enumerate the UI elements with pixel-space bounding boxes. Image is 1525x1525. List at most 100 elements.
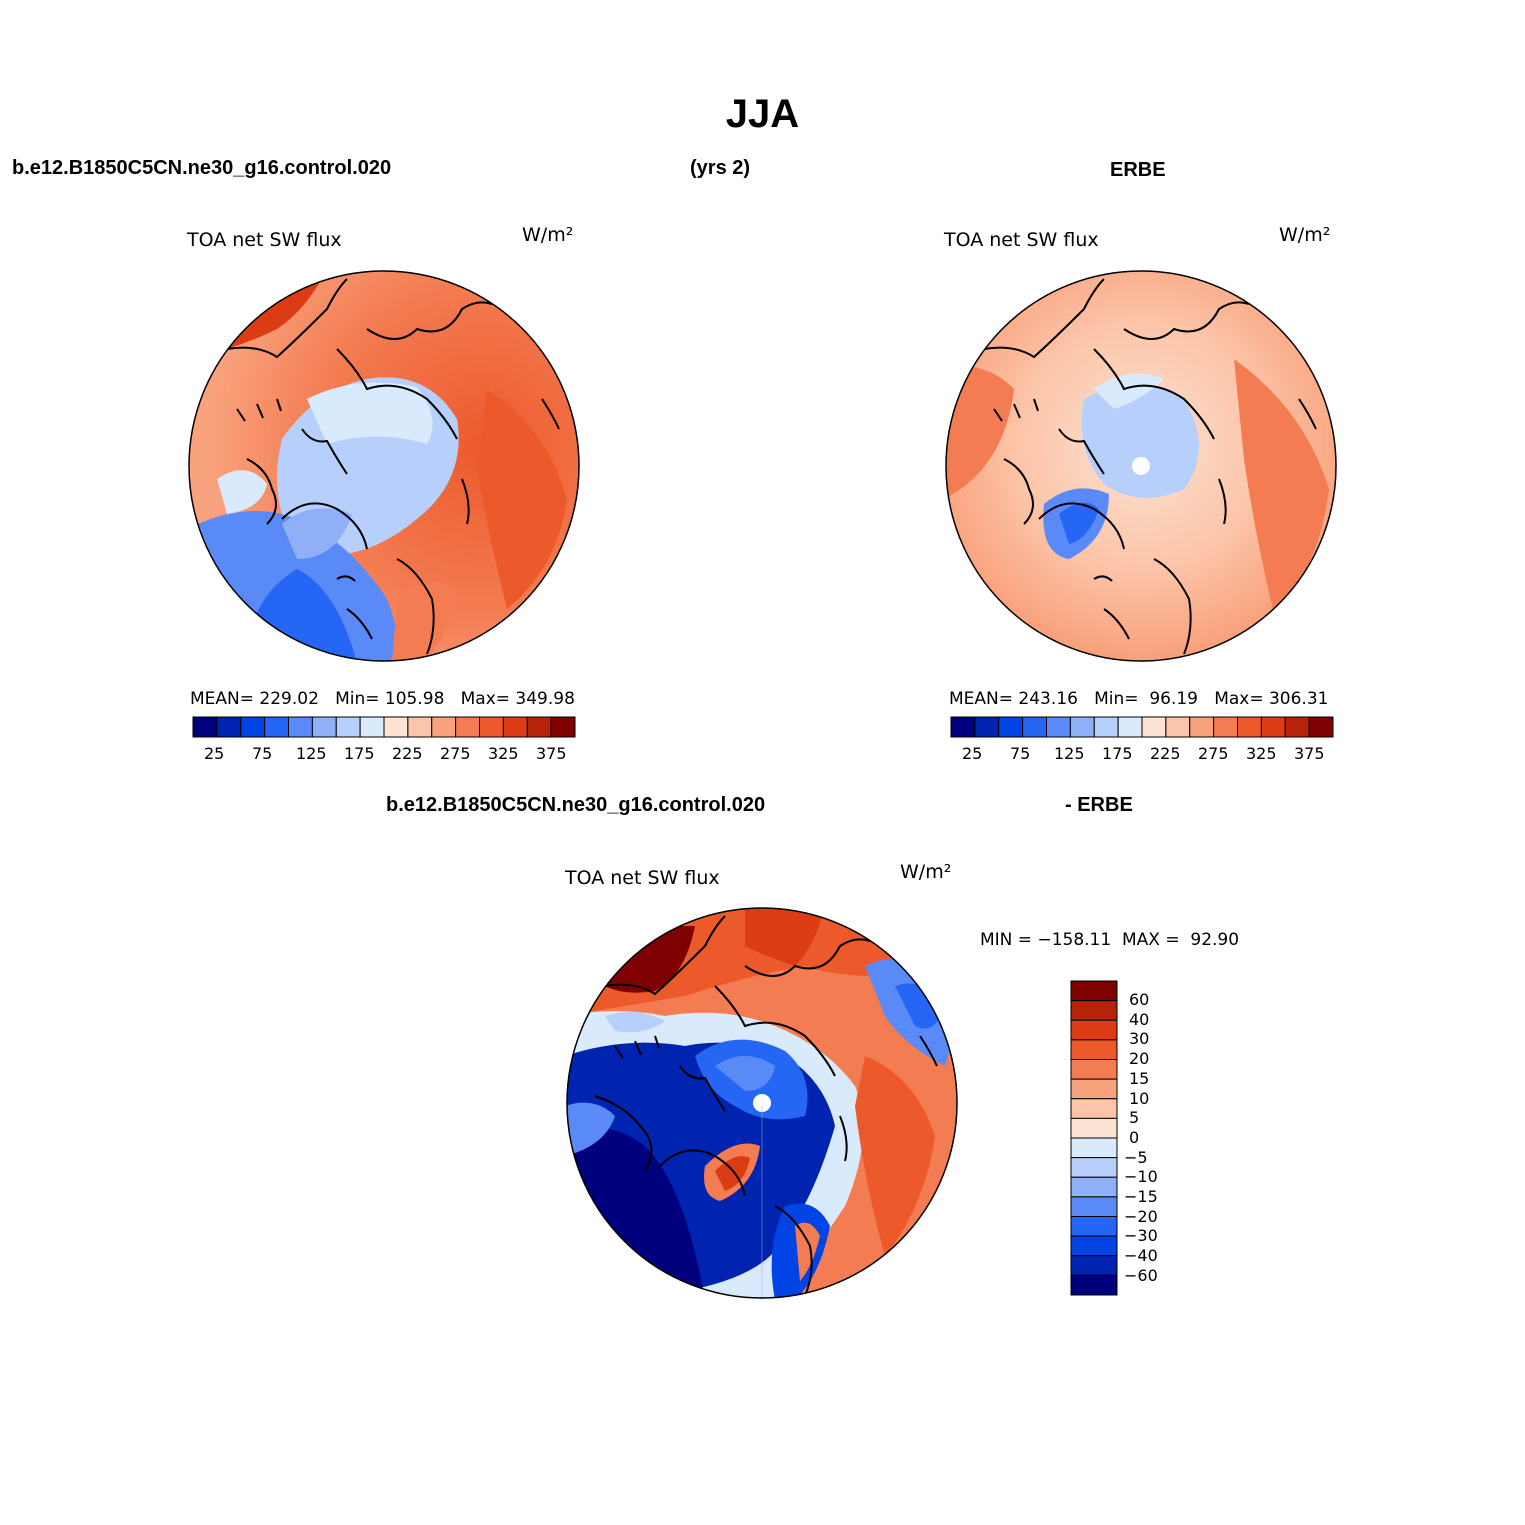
- colorbar-label: 25: [962, 744, 983, 763]
- colorbar-swatch: [216, 716, 242, 738]
- colorbar-swatch: [1070, 1235, 1118, 1257]
- colorbar-swatch: [455, 716, 480, 738]
- colorbar-swatch: [264, 716, 289, 738]
- colorbar-swatch: [407, 716, 433, 738]
- colorbar-swatch: [502, 716, 528, 738]
- colorbar-swatch: [1165, 716, 1191, 738]
- colorbar-swatch: [1070, 1078, 1118, 1100]
- obs-colorbar-labels: 25 75 125 175 225 275 325 375: [950, 744, 1334, 766]
- colorbar-label: 375: [536, 744, 567, 763]
- diff-variable-label: TOA net SW flux: [565, 867, 720, 889]
- colorbar-swatch: [1070, 1019, 1118, 1041]
- colorbar-swatch: [383, 716, 409, 738]
- colorbar-label: −10: [1124, 1167, 1158, 1186]
- colorbar-label: 0: [1129, 1128, 1140, 1147]
- colorbar-label: 75: [252, 744, 273, 763]
- colorbar-label: 125: [1054, 744, 1085, 763]
- colorbar-label: −15: [1124, 1187, 1158, 1206]
- colorbar-swatch: [998, 716, 1024, 738]
- colorbar-swatch: [1070, 1216, 1118, 1237]
- colorbar-swatch: [1069, 716, 1095, 738]
- colorbar-swatch: [359, 716, 385, 738]
- colorbar-label: 30: [1129, 1029, 1150, 1048]
- colorbar-swatch: [240, 716, 266, 738]
- colorbar-label: 225: [1150, 744, 1181, 763]
- colorbar-swatch: [1070, 1059, 1118, 1080]
- model-stats: MEAN= 229.02 Min= 105.98 Max= 349.98: [190, 689, 575, 709]
- colorbar-swatch: [1070, 980, 1118, 1002]
- colorbar-swatch: [1070, 1000, 1118, 1021]
- colorbar-swatch: [1189, 716, 1215, 738]
- colorbar-label: −20: [1124, 1207, 1158, 1226]
- colorbar-swatch: [1070, 1137, 1118, 1159]
- colorbar-label: 175: [344, 744, 375, 763]
- colorbar-label: −5: [1124, 1148, 1148, 1167]
- colorbar-swatch: [1070, 1255, 1118, 1276]
- colorbar-swatch: [1141, 716, 1167, 738]
- colorbar-swatch: [431, 716, 457, 738]
- colorbar-swatch: [526, 716, 552, 738]
- colorbar-swatch: [1022, 716, 1047, 738]
- obs-colorbar: [950, 716, 1334, 738]
- obs-variable-label: TOA net SW flux: [944, 229, 1099, 251]
- colorbar-label: 40: [1129, 1010, 1150, 1029]
- colorbar-swatch: [1237, 716, 1262, 738]
- diff-stats: MIN = −158.11 MAX = 92.90: [980, 930, 1240, 950]
- colorbar-label: 10: [1129, 1089, 1150, 1108]
- colorbar-swatch: [1070, 1196, 1118, 1217]
- obs-name: ERBE: [1110, 159, 1166, 181]
- colorbar-swatch: [311, 716, 337, 738]
- colorbar-swatch: [1260, 716, 1286, 738]
- colorbar-swatch: [974, 716, 1000, 738]
- colorbar-swatch: [550, 716, 576, 738]
- diff-colorbar: [1070, 980, 1118, 1296]
- diff-colorbar-labels: 60 40 30 20 15 10 5 0 −5 −10 −15 −20 −30…: [1124, 980, 1184, 1310]
- colorbar-swatch: [1046, 716, 1071, 738]
- colorbar-swatch: [1308, 716, 1334, 738]
- colorbar-swatch: [335, 716, 361, 738]
- colorbar-swatch: [1093, 716, 1119, 738]
- colorbar-label: 15: [1129, 1069, 1150, 1088]
- colorbar-label: 25: [204, 744, 225, 763]
- colorbar-label: −40: [1124, 1246, 1158, 1265]
- colorbar-swatch: [1117, 716, 1143, 738]
- colorbar-swatch: [192, 716, 218, 738]
- colorbar-label: −30: [1124, 1226, 1158, 1245]
- colorbar-label: 175: [1102, 744, 1133, 763]
- colorbar-label: 325: [488, 744, 519, 763]
- model-colorbar: [192, 716, 576, 738]
- diff-obs-name: - ERBE: [1065, 794, 1133, 816]
- colorbar-swatch: [1070, 1274, 1118, 1296]
- obs-units-label: W/m²: [1279, 224, 1331, 246]
- colorbar-label: −60: [1124, 1266, 1158, 1285]
- obs-stats: MEAN= 243.16 Min= 96.19 Max= 306.31: [949, 689, 1329, 709]
- years-label: (yrs 2): [690, 157, 751, 179]
- colorbar-label: 125: [296, 744, 327, 763]
- model-polar-map: [188, 270, 580, 662]
- colorbar-swatch: [479, 716, 504, 738]
- colorbar-swatch: [1070, 1117, 1118, 1139]
- colorbar-label: 325: [1246, 744, 1277, 763]
- colorbar-swatch: [1284, 716, 1310, 738]
- colorbar-swatch: [288, 716, 313, 738]
- diff-polar-map: [566, 907, 958, 1300]
- colorbar-label: 225: [392, 744, 423, 763]
- colorbar-swatch: [1070, 1157, 1118, 1178]
- colorbar-label: 275: [1198, 744, 1229, 763]
- colorbar-label: 5: [1129, 1108, 1140, 1127]
- colorbar-label: 275: [440, 744, 471, 763]
- model-colorbar-labels: 25 75 125 175 225 275 325 375: [192, 744, 576, 766]
- diff-case-name: b.e12.B1850C5CN.ne30_g16.control.020: [386, 794, 766, 816]
- colorbar-label: 375: [1294, 744, 1325, 763]
- colorbar-swatch: [1070, 1098, 1118, 1119]
- colorbar-swatch: [1070, 1039, 1118, 1060]
- main-title: JJA: [725, 92, 800, 136]
- diff-units-label: W/m²: [900, 861, 952, 883]
- colorbar-label: 20: [1129, 1049, 1150, 1068]
- model-units-label: W/m²: [522, 224, 574, 246]
- colorbar-swatch: [1213, 716, 1238, 738]
- model-variable-label: TOA net SW flux: [187, 229, 342, 251]
- colorbar-label: 75: [1010, 744, 1031, 763]
- colorbar-swatch: [1070, 1176, 1118, 1198]
- obs-polar-map: [945, 270, 1337, 662]
